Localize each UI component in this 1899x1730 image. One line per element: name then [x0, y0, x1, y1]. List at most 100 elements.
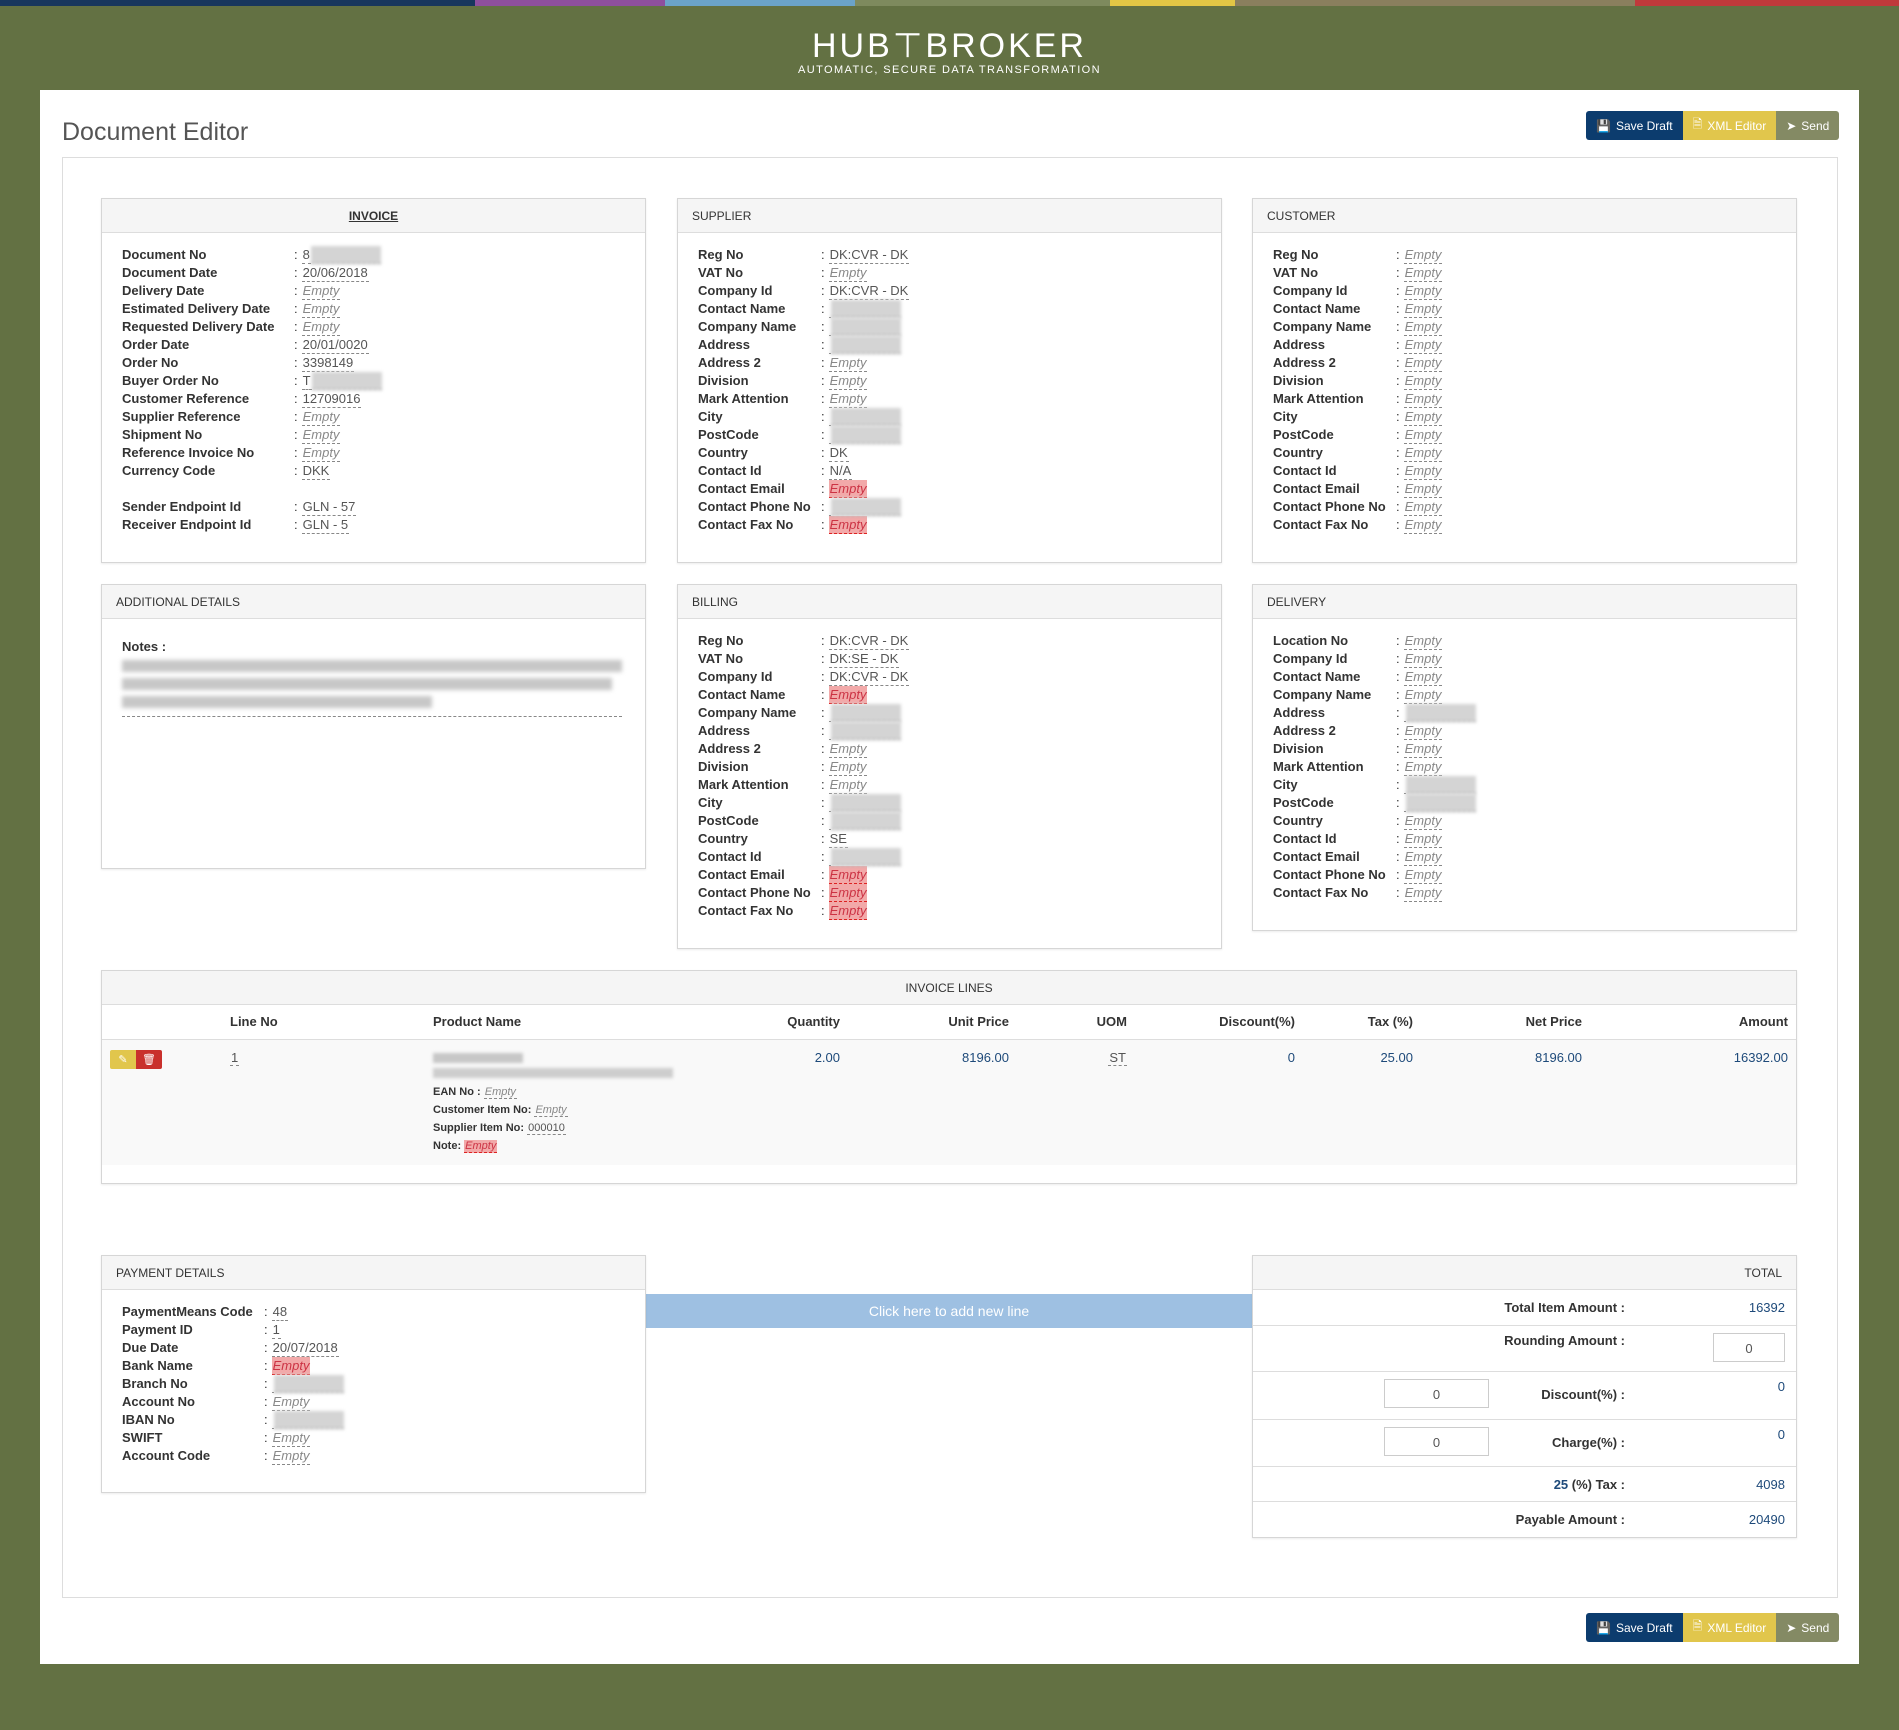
field-value[interactable]: Empty [828, 866, 868, 884]
field-value[interactable]: Empty [1403, 337, 1443, 354]
notes-value[interactable] [122, 660, 622, 717]
field-value[interactable]: Empty [1403, 481, 1443, 498]
field-value[interactable]: N/A [828, 463, 853, 480]
edit-icon[interactable]: ✎ [110, 1049, 136, 1069]
field-value[interactable]: Empty [828, 884, 868, 902]
send-button[interactable]: ➤ Send [1776, 111, 1840, 140]
xml-editor-button[interactable]: 🗎 XML Editor [1682, 1613, 1777, 1642]
field-value[interactable]: Empty [1403, 445, 1443, 462]
customer-item-value[interactable]: Empty [534, 1103, 568, 1117]
save-draft-button[interactable]: 💾 Save Draft [1586, 111, 1683, 140]
field-value[interactable]: Empty [1403, 741, 1443, 758]
trash-icon[interactable]: 🗑 [136, 1049, 162, 1069]
field-value[interactable]: Empty [301, 427, 341, 444]
field-value[interactable] [1403, 704, 1406, 722]
field-value[interactable]: Empty [828, 480, 868, 498]
uom-value[interactable]: ST [1108, 1049, 1127, 1066]
field-value[interactable] [271, 1411, 274, 1429]
field-value[interactable] [271, 1375, 274, 1393]
field-value[interactable]: Empty [828, 373, 868, 390]
field-value[interactable]: Empty [1403, 813, 1443, 830]
field-value[interactable]: GLN - 5 [301, 517, 350, 534]
field-value[interactable]: DK:CVR - DK [828, 247, 910, 264]
field-value[interactable] [828, 498, 831, 516]
unit-price-cell[interactable]: 8196.00 [848, 1039, 1017, 1165]
field-value[interactable]: Empty [828, 759, 868, 776]
field-value[interactable]: 20/06/2018 [301, 265, 369, 282]
field-value[interactable]: 48 [271, 1304, 289, 1321]
field-value[interactable]: 12709016 [301, 391, 362, 408]
field-value[interactable]: 1 [271, 1322, 281, 1339]
field-value[interactable]: 3398149 [301, 355, 355, 372]
field-value[interactable]: DK:CVR - DK [828, 633, 910, 650]
field-value[interactable]: Empty [1403, 355, 1443, 372]
discount-input[interactable]: 0 [1384, 1379, 1489, 1408]
note-value[interactable]: Empty [464, 1139, 498, 1153]
field-value[interactable] [828, 848, 831, 866]
field-value[interactable]: 8 [301, 247, 311, 264]
field-value[interactable]: Empty [828, 355, 868, 372]
field-value[interactable]: Empty [1403, 283, 1443, 300]
field-value[interactable]: Empty [1403, 391, 1443, 408]
field-value[interactable]: Empty [1403, 301, 1443, 318]
field-value[interactable]: Empty [1403, 319, 1443, 336]
field-value[interactable]: Empty [1403, 373, 1443, 390]
field-value[interactable]: SE [828, 831, 848, 848]
field-value[interactable]: Empty [1403, 499, 1443, 516]
field-value[interactable]: Empty [828, 516, 868, 534]
field-value[interactable] [828, 794, 831, 812]
field-value[interactable]: Empty [828, 391, 868, 408]
field-value[interactable]: T [301, 373, 312, 390]
field-value[interactable] [828, 408, 831, 426]
field-value[interactable]: Empty [1403, 885, 1443, 902]
field-value[interactable] [828, 336, 831, 354]
field-value[interactable] [828, 704, 831, 722]
field-value[interactable]: Empty [301, 445, 341, 462]
field-value[interactable]: DK:CVR - DK [828, 669, 910, 686]
field-value[interactable]: Empty [1403, 867, 1443, 884]
field-value[interactable]: Empty [271, 1394, 311, 1411]
field-value[interactable]: Empty [1403, 247, 1443, 264]
field-value[interactable]: 20/07/2018 [271, 1340, 339, 1357]
field-value[interactable]: Empty [1403, 651, 1443, 668]
field-value[interactable]: Empty [1403, 687, 1443, 704]
field-value[interactable]: DK:SE - DK [828, 651, 900, 668]
field-value[interactable]: Empty [1403, 723, 1443, 740]
field-value[interactable] [1403, 776, 1406, 794]
rounding-input[interactable]: 0 [1713, 1333, 1785, 1362]
field-value[interactable]: Empty [1403, 409, 1443, 426]
field-value[interactable]: Empty [1403, 849, 1443, 866]
field-value[interactable]: DK:CVR - DK [828, 283, 910, 300]
field-value[interactable]: Empty [271, 1357, 311, 1375]
field-value[interactable] [828, 300, 831, 318]
field-value[interactable]: DKK [301, 463, 331, 480]
field-value[interactable]: Empty [271, 1430, 311, 1447]
brand-logo[interactable]: HUB⊤BROKER AUTOMATIC, SECURE DATA TRANSF… [0, 28, 1899, 76]
field-value[interactable]: DK [828, 445, 849, 462]
field-value[interactable]: Empty [301, 301, 341, 318]
tax-cell[interactable]: 25.00 [1303, 1039, 1421, 1165]
charge-input[interactable]: 0 [1384, 1427, 1489, 1456]
quantity-cell[interactable]: 2.00 [695, 1039, 848, 1165]
field-value[interactable]: 20/01/0020 [301, 337, 369, 354]
field-value[interactable]: Empty [301, 283, 341, 300]
field-value[interactable]: Empty [828, 265, 868, 282]
field-value[interactable]: Empty [1403, 427, 1443, 444]
send-button[interactable]: ➤ Send [1776, 1613, 1840, 1642]
save-draft-button[interactable]: 💾 Save Draft [1586, 1613, 1683, 1642]
field-value[interactable]: Empty [1403, 669, 1443, 686]
field-value[interactable]: Empty [1403, 517, 1443, 534]
field-value[interactable] [828, 426, 831, 444]
field-value[interactable] [828, 722, 831, 740]
field-value[interactable] [1403, 794, 1406, 812]
field-value[interactable]: Empty [828, 902, 868, 920]
field-value[interactable] [828, 318, 831, 336]
field-value[interactable]: Empty [828, 686, 868, 704]
supplier-item-value[interactable]: 000010 [527, 1121, 566, 1135]
xml-editor-button[interactable]: 🗎 XML Editor [1682, 111, 1777, 140]
field-value[interactable]: Empty [271, 1448, 311, 1465]
field-value[interactable]: Empty [1403, 265, 1443, 282]
discount-cell[interactable]: 0 [1135, 1039, 1303, 1165]
field-value[interactable]: GLN - 57 [301, 499, 357, 516]
field-value[interactable]: Empty [301, 319, 341, 336]
